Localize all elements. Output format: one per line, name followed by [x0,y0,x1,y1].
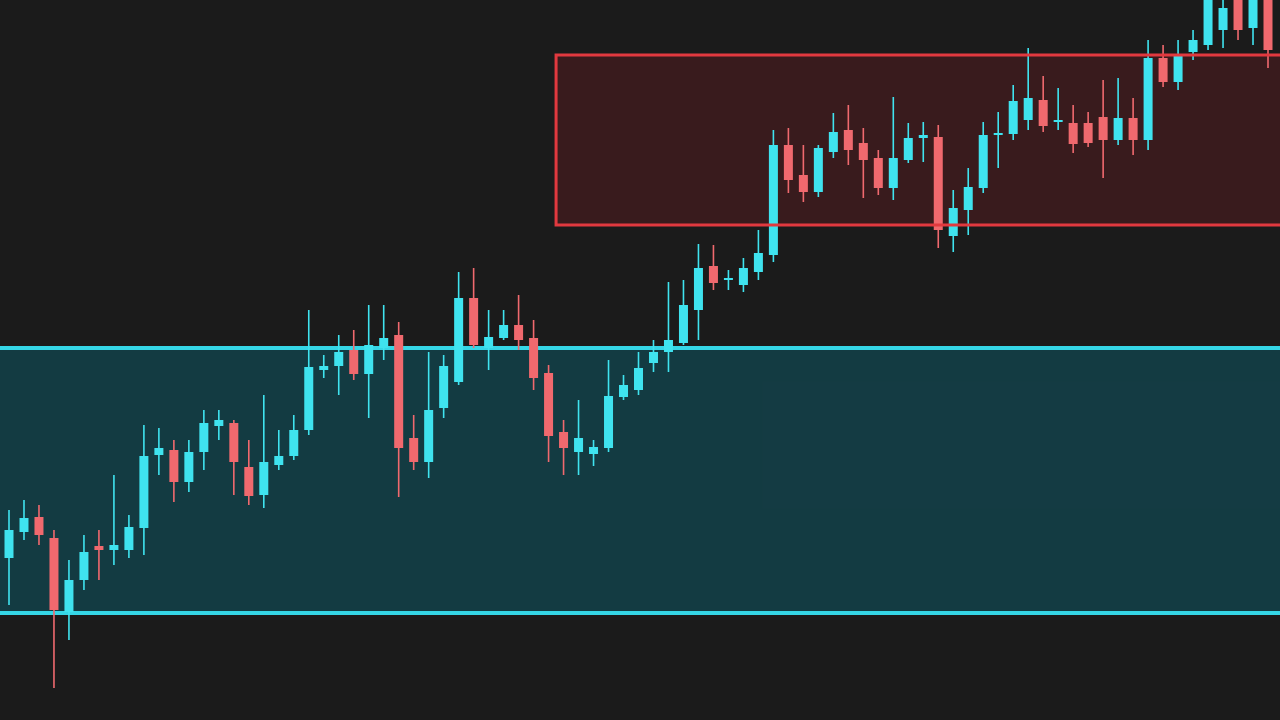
candle-body [1053,120,1063,122]
candle-body [813,148,823,192]
candle-body [678,305,688,343]
candle-body [334,352,344,366]
candle-body [1098,117,1108,140]
candle-body [19,518,29,532]
candle-body [768,145,778,255]
candle-body [604,396,614,448]
candle-body [903,138,913,160]
candle-body [648,352,658,363]
candle-body [364,345,374,374]
candle-body [634,368,643,390]
candle-body [589,447,599,454]
candle-body [619,385,629,397]
candle-body [693,268,703,310]
candle-body [1068,123,1078,144]
zone-fill [0,348,1280,613]
candle-body [978,135,988,188]
candle-body [858,143,868,160]
candle-body [873,158,883,188]
candle-body [1173,55,1183,82]
candle-body [394,335,404,448]
candle-body [439,366,449,408]
candle-body [499,325,509,338]
candle-body [199,423,209,452]
candle-body [379,338,389,348]
candle-body [229,423,239,462]
candle-body [1203,0,1213,45]
candle-body [319,366,329,370]
candle-body [349,350,359,374]
candle-body [1113,118,1123,140]
candle-body [1083,123,1093,143]
candle-body [738,268,748,285]
candle-body [753,253,763,272]
candle-body [1188,40,1198,52]
candle-body [1263,0,1273,50]
candle-body [4,530,14,558]
candle-body [289,430,299,456]
candle-body [79,552,89,580]
candle-body [1128,118,1138,140]
candle-body [484,337,494,348]
candle-body [1218,8,1228,30]
candle-body [948,208,958,236]
candle-body [1143,58,1153,140]
candle-body [559,432,569,448]
candle-body [933,137,943,230]
candle-body [1248,0,1258,28]
candle-body [514,325,524,340]
candle-body [1008,101,1018,134]
candle-body [708,266,718,283]
candle-body [1038,100,1048,126]
candle-body [918,135,928,138]
candle-body [469,298,479,345]
candle-body [184,452,194,482]
candle-body [783,145,793,180]
candle-body [244,467,254,496]
candle-body [663,340,673,352]
candle-body [34,517,44,535]
candle-body [94,546,104,550]
candle-body [409,438,419,462]
candle-body [124,527,134,550]
candle-body [304,367,314,430]
candle-body [454,298,464,382]
candle-body [843,130,853,150]
candle-body [574,438,584,452]
candle-body [1158,58,1168,82]
candle-body [169,450,179,482]
candle-body [64,580,74,612]
candle-body [529,338,539,378]
candle-body [259,462,269,495]
candle-body [109,545,119,550]
candle-body [723,278,733,280]
candle-body [139,456,149,528]
candle-body [798,175,808,192]
zone-outline [554,53,1280,227]
candle-body [424,410,434,462]
zone-fill [556,55,1280,225]
candle-body [888,158,898,188]
candle-body [214,420,224,426]
candle-body [828,132,838,152]
candle-body [1023,98,1033,120]
candle-body [49,538,59,610]
candle-body [274,456,284,465]
candle-body [1233,0,1243,30]
candle-body [963,187,973,210]
candle-body [544,373,554,436]
candle-body [993,133,1003,135]
candle-body [154,448,164,455]
